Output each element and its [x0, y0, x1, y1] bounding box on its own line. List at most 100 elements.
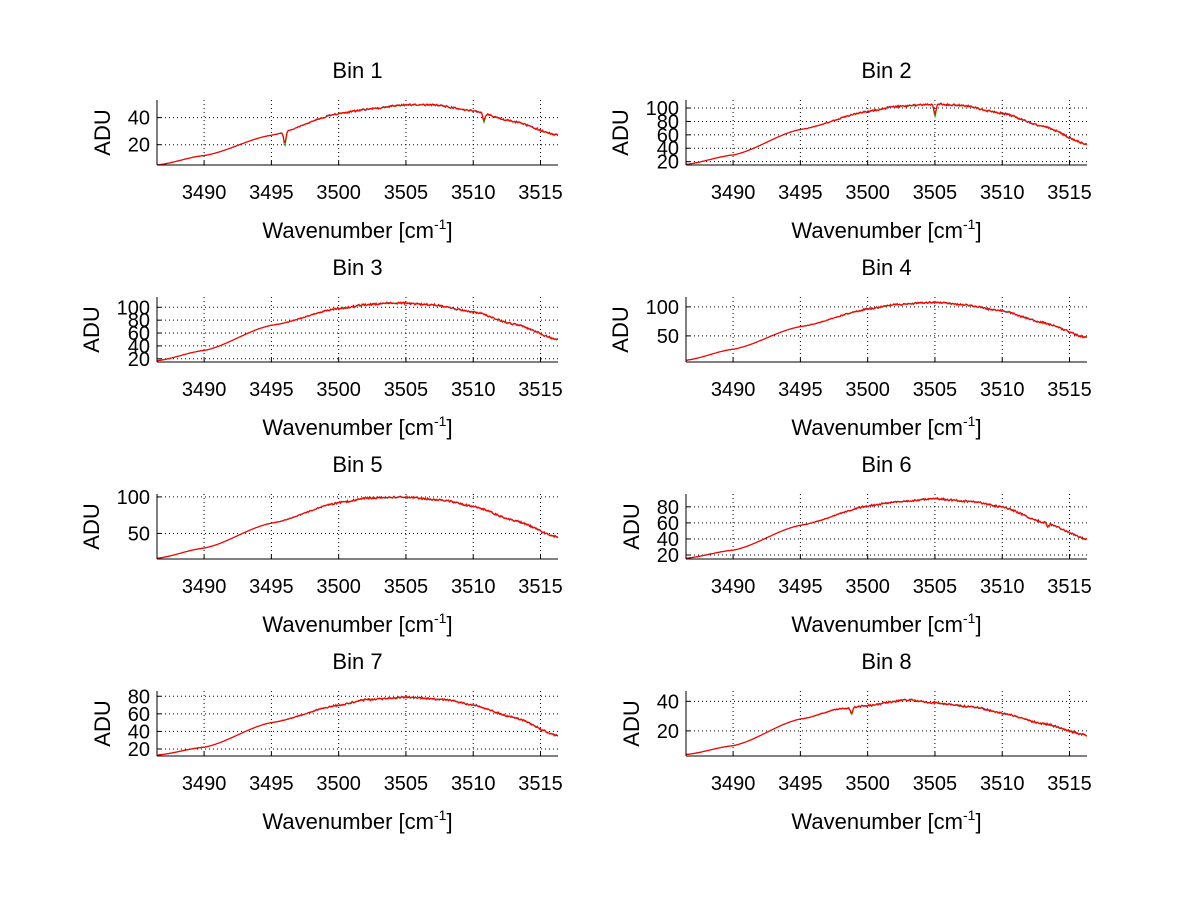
x-tick-label: 3510: [451, 773, 496, 795]
y-tick-label: 100: [646, 98, 679, 120]
x-tick-label: 3510: [980, 379, 1025, 401]
grid: [686, 494, 1087, 559]
y-tick-label: 50: [657, 326, 679, 348]
x-tick-label: 3495: [778, 379, 823, 401]
subplot-title: Bin 8: [861, 649, 911, 674]
x-tick-label: 3500: [845, 182, 890, 204]
y-tick-label: 40: [128, 108, 150, 130]
spectrum-series-4: [157, 695, 558, 756]
x-axis-label-close: ]: [446, 809, 452, 834]
x-tick-label: 3490: [182, 379, 227, 401]
x-axis-label-close: ]: [446, 612, 452, 637]
y-tick-label: 100: [646, 297, 679, 319]
x-axis-label-main: Wavenumber [cm: [262, 415, 434, 440]
series-group: [686, 102, 1087, 165]
x-tick-label: 3505: [913, 576, 958, 598]
x-tick-label: 3515: [518, 576, 563, 598]
y-tick-label: 40: [128, 336, 150, 358]
x-axis-label: Wavenumber [cm-1]: [262, 610, 452, 637]
x-tick-label: 3505: [384, 379, 429, 401]
x-tick-label: 3490: [711, 576, 756, 598]
x-axis-label-exponent: -1: [963, 807, 976, 823]
x-tick-label: 3500: [316, 576, 361, 598]
x-axis-label-exponent: -1: [434, 413, 447, 429]
x-axis-label: Wavenumber [cm-1]: [262, 216, 452, 243]
x-axis-label-exponent: -1: [434, 610, 447, 626]
x-tick-label: 3495: [249, 379, 294, 401]
y-tick-label: 60: [657, 513, 679, 535]
x-tick-label: 3515: [1047, 576, 1092, 598]
x-tick-label: 3515: [518, 182, 563, 204]
x-axis-label-main: Wavenumber [cm: [791, 612, 963, 637]
x-tick-label: 3510: [980, 773, 1025, 795]
x-tick-label: 3505: [913, 182, 958, 204]
x-tick-label: 3515: [1047, 379, 1092, 401]
x-tick-label: 3495: [778, 182, 823, 204]
y-axis-label: ADU: [90, 700, 115, 746]
series-group: [686, 698, 1087, 756]
x-axis-label-main: Wavenumber [cm: [791, 218, 963, 243]
series-group: [157, 495, 558, 559]
x-axis-label-main: Wavenumber [cm: [262, 612, 434, 637]
x-tick-label: 3515: [518, 379, 563, 401]
grid: [157, 691, 558, 756]
x-axis-label: Wavenumber [cm-1]: [262, 413, 452, 440]
subplot-title: Bin 6: [861, 452, 911, 477]
grid: [157, 494, 558, 559]
x-axis-label-main: Wavenumber [cm: [262, 809, 434, 834]
x-tick-label: 3490: [711, 182, 756, 204]
subplot-title: Bin 1: [332, 58, 382, 83]
spectrum-series-4: [686, 102, 1087, 165]
spectrum-series-4: [686, 300, 1087, 361]
x-axis-label: Wavenumber [cm-1]: [791, 610, 981, 637]
x-axis-label-close: ]: [975, 809, 981, 834]
x-tick-label: 3510: [980, 182, 1025, 204]
series-group: [157, 102, 558, 165]
x-tick-label: 3515: [1047, 182, 1092, 204]
x-axis-label-main: Wavenumber [cm: [262, 218, 434, 243]
x-tick-label: 3510: [451, 576, 496, 598]
y-axis-label: ADU: [619, 503, 644, 549]
x-tick-label: 3490: [711, 773, 756, 795]
series-group: [157, 695, 558, 756]
x-axis-label-exponent: -1: [963, 413, 976, 429]
x-tick-label: 3500: [316, 773, 361, 795]
y-axis-label: ADU: [608, 109, 633, 155]
y-tick-label: 80: [657, 111, 679, 133]
subplot-title: Bin 3: [332, 255, 382, 280]
x-tick-label: 3495: [778, 773, 823, 795]
x-tick-label: 3515: [518, 773, 563, 795]
grid: [157, 100, 558, 165]
x-tick-label: 3500: [316, 379, 361, 401]
spectrum-series-4: [157, 301, 558, 362]
y-tick-label: 60: [128, 704, 150, 726]
x-tick-label: 3500: [845, 576, 890, 598]
spectrum-series-4: [157, 103, 558, 165]
subplot-bin-4: 3490 3495 3500 3505 3510 3515 50 100 Bin 4 Wavenu…: [608, 255, 1092, 440]
x-tick-label: 3505: [384, 773, 429, 795]
y-axis-label: ADU: [619, 700, 644, 746]
x-axis-label: Wavenumber [cm-1]: [791, 807, 981, 834]
x-axis-label-close: ]: [975, 218, 981, 243]
x-tick-label: 3500: [316, 182, 361, 204]
x-tick-label: 3500: [845, 773, 890, 795]
x-tick-label: 3490: [182, 773, 227, 795]
y-tick-label: 40: [657, 691, 679, 713]
series-group: [686, 300, 1087, 361]
y-tick-label: 50: [128, 523, 150, 545]
subplot-title: Bin 4: [861, 255, 911, 280]
x-axis-label-exponent: -1: [434, 216, 447, 232]
y-tick-label: 40: [657, 529, 679, 551]
subplot-bin-1: 3490 3495 3500 3505 3510 3515 20 40 Bin 1 Wavenum…: [90, 58, 563, 243]
x-axis-label-exponent: -1: [434, 807, 447, 823]
x-axis-label-main: Wavenumber [cm: [791, 415, 963, 440]
y-tick-label: 80: [128, 686, 150, 708]
grid: [157, 297, 558, 362]
y-tick-label: 20: [657, 721, 679, 743]
y-tick-label: 80: [128, 310, 150, 332]
y-axis-label: ADU: [90, 109, 115, 155]
x-tick-label: 3510: [451, 379, 496, 401]
